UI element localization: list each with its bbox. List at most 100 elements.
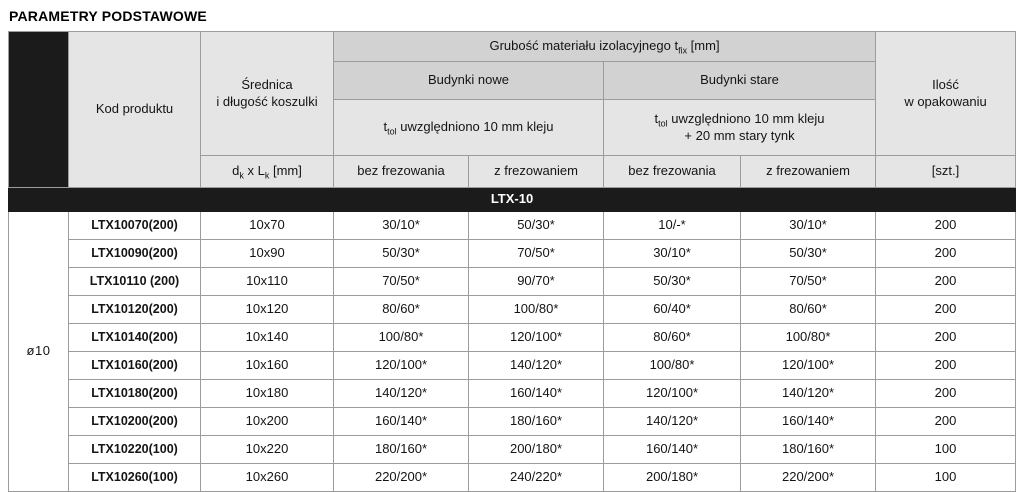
new-mill-cell: 100/80*: [468, 295, 604, 324]
header-bez-frezowania-stare: bez frezowania: [603, 155, 741, 188]
table-row: LTX10120(200) 10x120 80/60* 100/80* 60/4…: [9, 295, 1017, 324]
subscript-k: k: [239, 170, 244, 181]
new-no-mill-cell: 220/200*: [333, 463, 469, 492]
subscript-fix: fix: [678, 45, 688, 56]
header-szt: [szt.]: [875, 155, 1017, 188]
subscript-k: k: [264, 170, 270, 181]
header-ttol-nowe: ttol uwzględniono 10 mm kleju: [333, 99, 604, 156]
old-mill-cell: 160/140*: [739, 407, 877, 436]
size-cell: 10x90: [200, 239, 334, 268]
new-mill-cell: 120/100*: [468, 323, 604, 352]
size-cell: 10x260: [200, 463, 334, 492]
old-mill-cell: 140/120*: [739, 379, 877, 408]
diameter-label: ø10: [8, 211, 69, 492]
parameters-table: Kod produktu Średnica i długość koszulki…: [7, 31, 1017, 492]
table-row: LTX10160(200) 10x160 120/100* 140/120* 1…: [9, 351, 1017, 380]
qty-cell: 200: [875, 239, 1017, 268]
header-row-2: Budynki nowe Budynki stare: [9, 61, 1016, 100]
table-row: LTX10110 (200) 10x110 70/50* 90/70* 50/3…: [9, 267, 1017, 296]
product-code: LTX10110 (200): [68, 267, 201, 296]
new-no-mill-cell: 30/10*: [333, 211, 469, 240]
new-mill-cell: 160/140*: [468, 379, 604, 408]
product-code: LTX10140(200): [68, 323, 201, 352]
old-mill-cell: 50/30*: [739, 239, 877, 268]
header-z-frezowaniem-stare: z frezowaniem: [739, 155, 877, 188]
size-cell: 10x200: [200, 407, 334, 436]
header-bez-frezowania-nowe: bez frezowania: [333, 155, 469, 188]
subscript-tol: tol: [387, 126, 397, 137]
new-no-mill-cell: 140/120*: [333, 379, 469, 408]
old-no-mill-cell: 30/10*: [603, 239, 741, 268]
header-kod-produktu: Kod produktu: [68, 31, 201, 188]
new-no-mill-cell: 180/160*: [333, 435, 469, 464]
table-row: ø10 LTX10070(200) 10x70 30/10* 50/30* 10…: [8, 211, 1017, 492]
header-ilosc: Ilość w opakowaniu: [875, 31, 1017, 156]
product-code: LTX10160(200): [68, 351, 201, 380]
old-mill-cell: 70/50*: [739, 267, 877, 296]
new-no-mill-cell: 120/100*: [333, 351, 469, 380]
old-mill-cell: 120/100*: [739, 351, 877, 380]
table-row: LTX10220(100) 10x220 180/160* 200/180* 1…: [9, 435, 1017, 464]
subscript-tol: tol: [658, 118, 668, 129]
size-cell: 10x70: [200, 211, 334, 240]
product-code: LTX10120(200): [68, 295, 201, 324]
group-label: LTX-10: [7, 187, 1017, 212]
new-mill-cell: 240/220*: [468, 463, 604, 492]
old-mill-cell: 30/10*: [739, 211, 877, 240]
new-mill-cell: 70/50*: [468, 239, 604, 268]
size-cell: 10x140: [200, 323, 334, 352]
header-budynki-nowe: Budynki nowe: [333, 61, 604, 100]
header-z-frezowaniem-nowe: z frezowaniem: [468, 155, 604, 188]
qty-cell: 200: [875, 295, 1017, 324]
new-mill-cell: 90/70*: [468, 267, 604, 296]
table-row: LTX10140(200) 10x140 100/80* 120/100* 80…: [9, 323, 1017, 352]
qty-cell: 200: [875, 211, 1017, 240]
header-black-corner: [8, 31, 69, 188]
product-code: LTX10070(200): [68, 211, 201, 240]
product-code: LTX10180(200): [68, 379, 201, 408]
qty-cell: 200: [875, 267, 1017, 296]
table-row: LTX10090(200) 10x90 50/30* 70/50* 30/10*…: [9, 239, 1017, 268]
new-mill-cell: 50/30*: [468, 211, 604, 240]
header-row-4: dk x Lk [mm] bez frezowania z frezowanie…: [9, 155, 1017, 188]
header-dk-lk: dk x Lk [mm]: [200, 155, 334, 188]
qty-cell: 200: [875, 323, 1017, 352]
old-no-mill-cell: 60/40*: [603, 295, 741, 324]
old-mill-cell: 100/80*: [739, 323, 877, 352]
old-no-mill-cell: 140/120*: [603, 407, 741, 436]
header-ttol-stare: ttol uwzględniono 10 mm kleju + 20 mm sta…: [602, 99, 877, 156]
new-mill-cell: 200/180*: [468, 435, 604, 464]
old-no-mill-cell: 10/-*: [603, 211, 741, 240]
size-cell: 10x120: [200, 295, 334, 324]
new-no-mill-cell: 80/60*: [333, 295, 469, 324]
new-mill-cell: 180/160*: [468, 407, 604, 436]
qty-cell: 200: [875, 351, 1017, 380]
header-grubosc: Grubość materiału izolacyjnego tfix [mm]: [332, 31, 877, 62]
old-no-mill-cell: 160/140*: [603, 435, 741, 464]
old-no-mill-cell: 50/30*: [603, 267, 741, 296]
qty-cell: 100: [875, 463, 1017, 492]
header-budynki-stare: Budynki stare: [602, 61, 877, 100]
old-mill-cell: 180/160*: [739, 435, 877, 464]
size-cell: 10x110: [200, 267, 334, 296]
product-code: LTX10260(100): [68, 463, 201, 492]
product-code: LTX10220(100): [68, 435, 201, 464]
header-row-3: ttol uwzględniono 10 mm kleju ttol uwzgl…: [9, 99, 1016, 156]
old-no-mill-cell: 120/100*: [603, 379, 741, 408]
header-row-1: Kod produktu Średnica i długość koszulki…: [8, 31, 1017, 188]
old-mill-cell: 220/200*: [739, 463, 877, 492]
old-no-mill-cell: 200/180*: [603, 463, 741, 492]
qty-cell: 200: [875, 407, 1017, 436]
size-cell: 10x220: [200, 435, 334, 464]
old-mill-cell: 80/60*: [739, 295, 877, 324]
qty-cell: 100: [875, 435, 1017, 464]
header-srednica: Średnica i długość koszulki: [200, 31, 334, 156]
table-row: LTX10180(200) 10x180 140/120* 160/140* 1…: [9, 379, 1017, 408]
group-band-ltx10: LTX-10: [7, 187, 1017, 212]
new-mill-cell: 140/120*: [468, 351, 604, 380]
table-row: LTX10200(200) 10x200 160/140* 180/160* 1…: [9, 407, 1017, 436]
new-no-mill-cell: 100/80*: [333, 323, 469, 352]
qty-cell: 200: [875, 379, 1017, 408]
product-code: LTX10090(200): [68, 239, 201, 268]
